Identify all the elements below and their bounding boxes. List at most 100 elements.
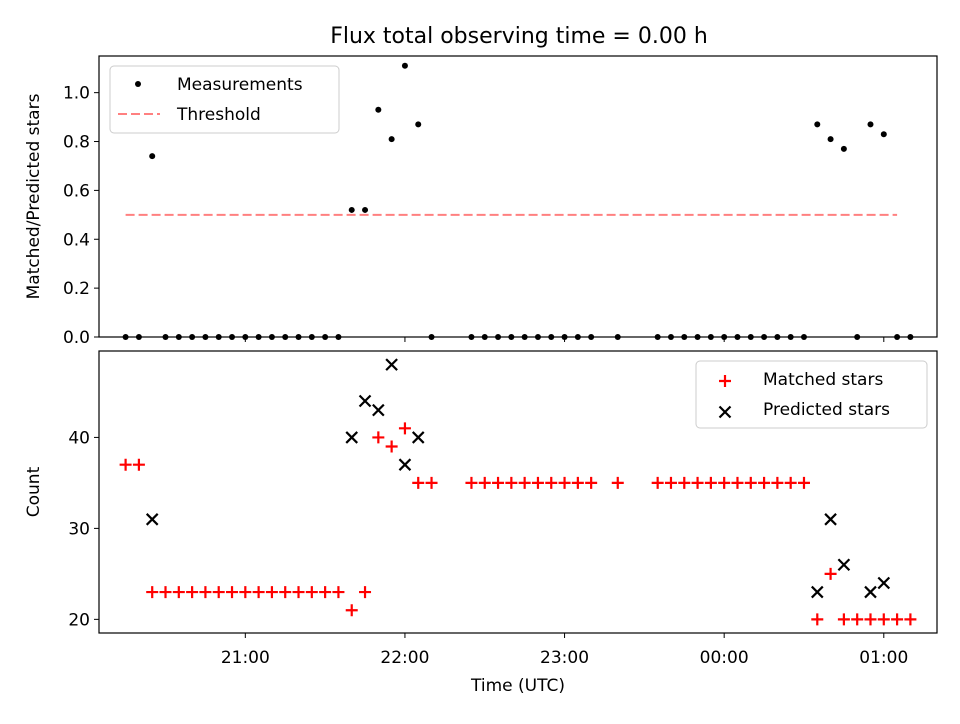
measurement-point [880, 131, 887, 138]
matched-star-point [824, 567, 837, 580]
x-tick-label: 01:00 [859, 648, 908, 668]
legend-marker-matched [719, 375, 731, 387]
measurement-point [907, 334, 914, 340]
matched-star-point [265, 586, 278, 599]
measurement-point [335, 334, 342, 340]
matched-star-point [159, 586, 172, 599]
matched-star-point [385, 440, 398, 453]
matched-star-point [359, 586, 372, 599]
matched-star-point [132, 458, 145, 471]
matched-star-point [252, 586, 265, 599]
matched-star-point [239, 586, 252, 599]
matched-star-point [332, 586, 345, 599]
measurement-point [415, 121, 422, 128]
measurement-point [362, 206, 369, 213]
predicted-star-point [837, 558, 851, 572]
matched-star-point [811, 613, 824, 626]
legend-box [109, 65, 340, 134]
legend-label-threshold: Threshold [176, 105, 261, 125]
legend-marker-predicted [718, 405, 732, 419]
matched-star-point [891, 613, 904, 626]
matched-star-point [864, 613, 877, 626]
measurement-point [242, 334, 249, 340]
measurement-point [774, 334, 781, 340]
legend-label-measurements: Measurements [177, 75, 303, 95]
measurement-point [162, 334, 169, 340]
measurement-point [561, 334, 568, 340]
measurement-point [189, 334, 196, 340]
measurement-point [894, 334, 901, 340]
x-tick-label: 21:00 [221, 648, 270, 668]
predicted-star-point [864, 585, 877, 599]
matched-star-point [731, 476, 744, 489]
matched-star-point [492, 476, 505, 489]
measurement-point [534, 334, 541, 340]
matched-star-point [904, 613, 917, 626]
matched-star-point [718, 476, 731, 489]
measurement-point [681, 334, 688, 340]
measurement-point [667, 334, 674, 340]
predicted-star-point [345, 431, 359, 444]
matched-star-point [305, 586, 318, 599]
y-tick-label: 30 [68, 519, 90, 539]
legend-box [695, 360, 928, 429]
legend-marker-measurements [135, 81, 141, 87]
matched-star-point [851, 613, 864, 626]
measurement-point [282, 334, 289, 340]
matched-star-point [571, 476, 584, 489]
measurement-point [800, 334, 807, 340]
x-tick-label: 23:00 [540, 648, 589, 668]
measurement-point [468, 334, 475, 340]
y-tick-label: 0.4 [63, 230, 90, 250]
chart-title: Flux total observing time = 0.00 h [330, 24, 708, 49]
matched-star-point [319, 586, 332, 599]
matched-star-point [611, 476, 624, 489]
measurement-point [149, 153, 156, 160]
matched-star-point [398, 422, 411, 435]
matched-star-point [545, 476, 558, 489]
matched-star-point [505, 476, 518, 489]
legend-label-predicted: Predicted stars [763, 400, 890, 420]
predicted-star-point [398, 458, 412, 471]
matched-star-point [146, 586, 159, 599]
legend-label-matched: Matched stars [763, 370, 883, 390]
measurement-point [827, 136, 834, 143]
matched-star-point [518, 476, 531, 489]
y-tick-label: 0.2 [63, 279, 90, 299]
measurement-point [295, 334, 302, 340]
matched-star-point [292, 586, 305, 599]
measurement-point [867, 121, 874, 128]
predicted-star-point [358, 394, 372, 408]
matched-star-point [226, 586, 239, 599]
measurement-point [175, 334, 182, 340]
measurement-point [322, 334, 329, 340]
measurement-point [734, 334, 741, 340]
matched-star-point [558, 476, 571, 489]
measurement-point [308, 334, 315, 340]
predicted-star-point [811, 585, 824, 599]
matched-star-point [678, 476, 691, 489]
measurement-point [401, 62, 408, 69]
measurement-point [428, 334, 435, 340]
measurement-point [255, 334, 262, 340]
y-tick-label: 20 [68, 610, 90, 630]
matched-star-point [531, 476, 544, 489]
x-axis-label: Time (UTC) [470, 676, 565, 696]
matched-star-point [119, 458, 132, 471]
y-axis-label: Matched/Predicted stars [24, 93, 44, 299]
measurement-point [840, 145, 847, 152]
matched-star-point [585, 476, 598, 489]
matched-star-point [784, 476, 797, 489]
measurement-point [229, 334, 236, 340]
matched-star-point [186, 586, 199, 599]
measurement-point [747, 334, 754, 340]
y-tick-label: 0.0 [63, 328, 90, 348]
x-tick-label: 00:00 [700, 648, 749, 668]
predicted-star-point [877, 576, 891, 590]
measurement-point [202, 334, 209, 340]
matched-star-point [744, 476, 757, 489]
matched-star-point [172, 586, 185, 599]
measurement-point [388, 136, 395, 143]
